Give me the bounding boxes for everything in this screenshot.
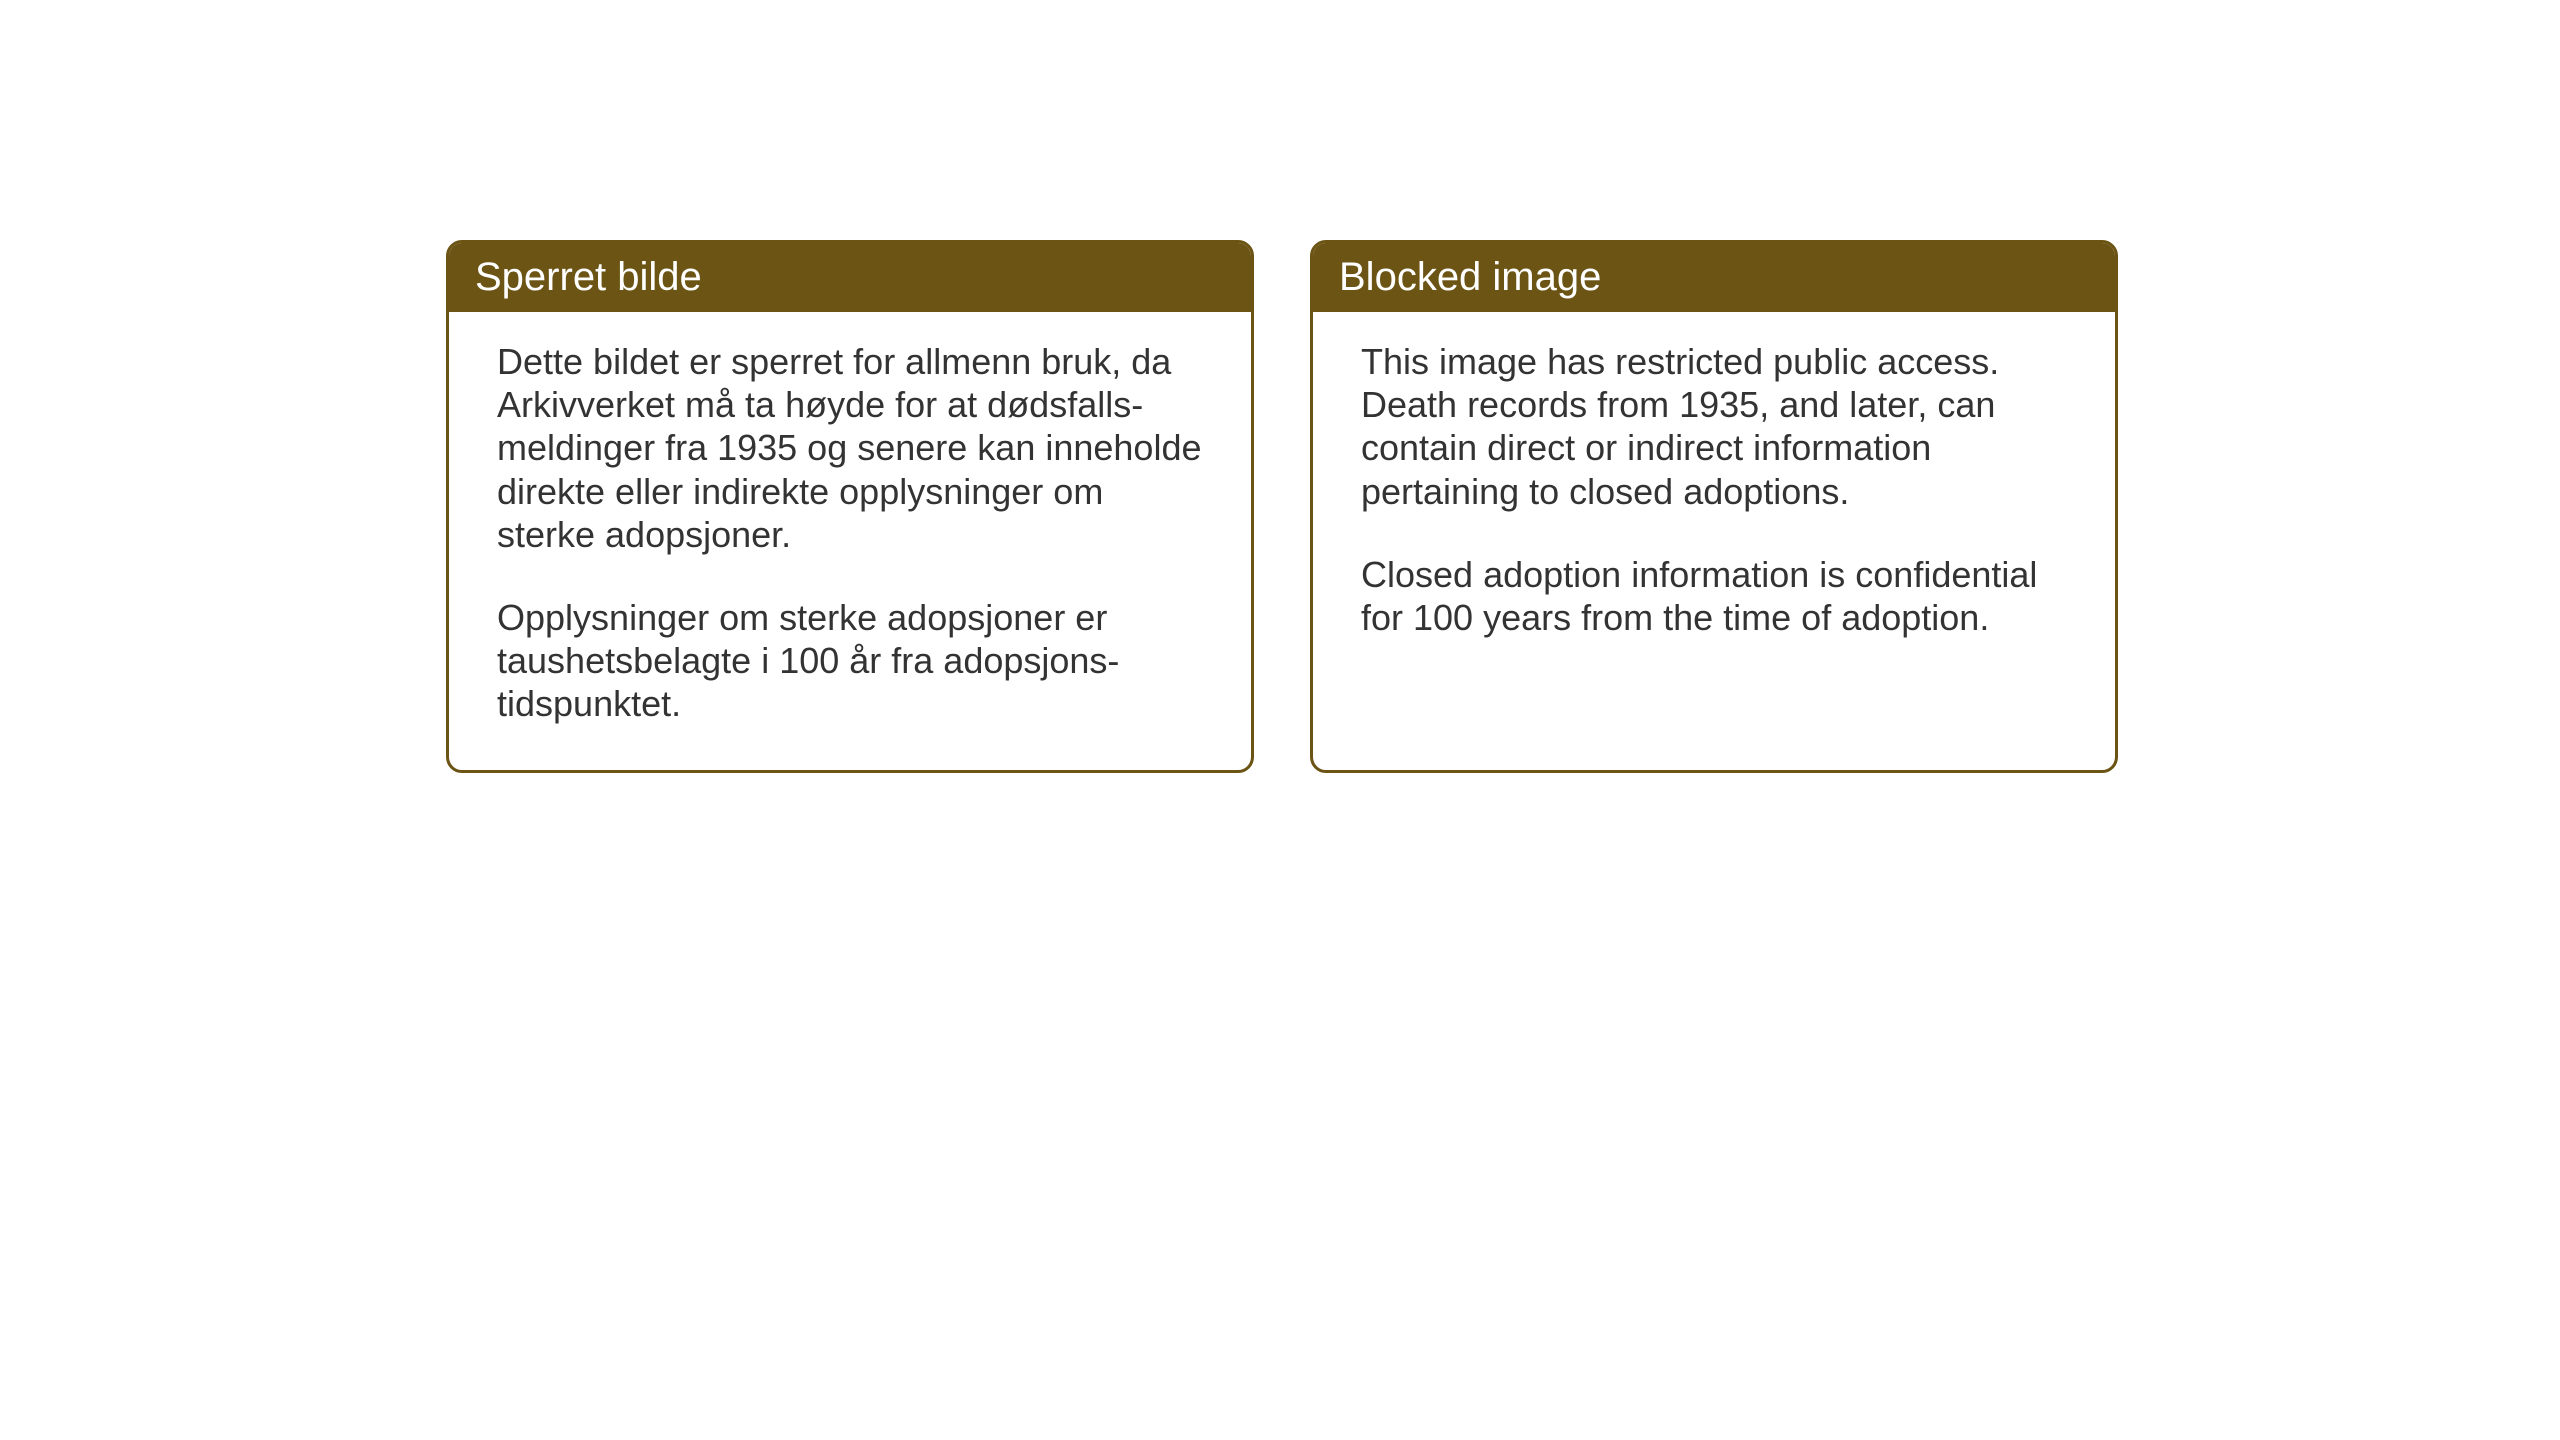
notice-header-english: Blocked image xyxy=(1313,243,2115,312)
notice-card-norwegian: Sperret bilde Dette bildet er sperret fo… xyxy=(446,240,1254,773)
notice-paragraph-2-english: Closed adoption information is confident… xyxy=(1361,553,2067,639)
notice-body-english: This image has restricted public access.… xyxy=(1313,312,2115,683)
notice-container: Sperret bilde Dette bildet er sperret fo… xyxy=(446,240,2118,773)
notice-paragraph-1-english: This image has restricted public access.… xyxy=(1361,340,2067,513)
notice-card-english: Blocked image This image has restricted … xyxy=(1310,240,2118,773)
notice-header-norwegian: Sperret bilde xyxy=(449,243,1251,312)
notice-body-norwegian: Dette bildet er sperret for allmenn bruk… xyxy=(449,312,1251,770)
notice-paragraph-2-norwegian: Opplysninger om sterke adopsjoner er tau… xyxy=(497,596,1203,726)
notice-paragraph-1-norwegian: Dette bildet er sperret for allmenn bruk… xyxy=(497,340,1203,556)
